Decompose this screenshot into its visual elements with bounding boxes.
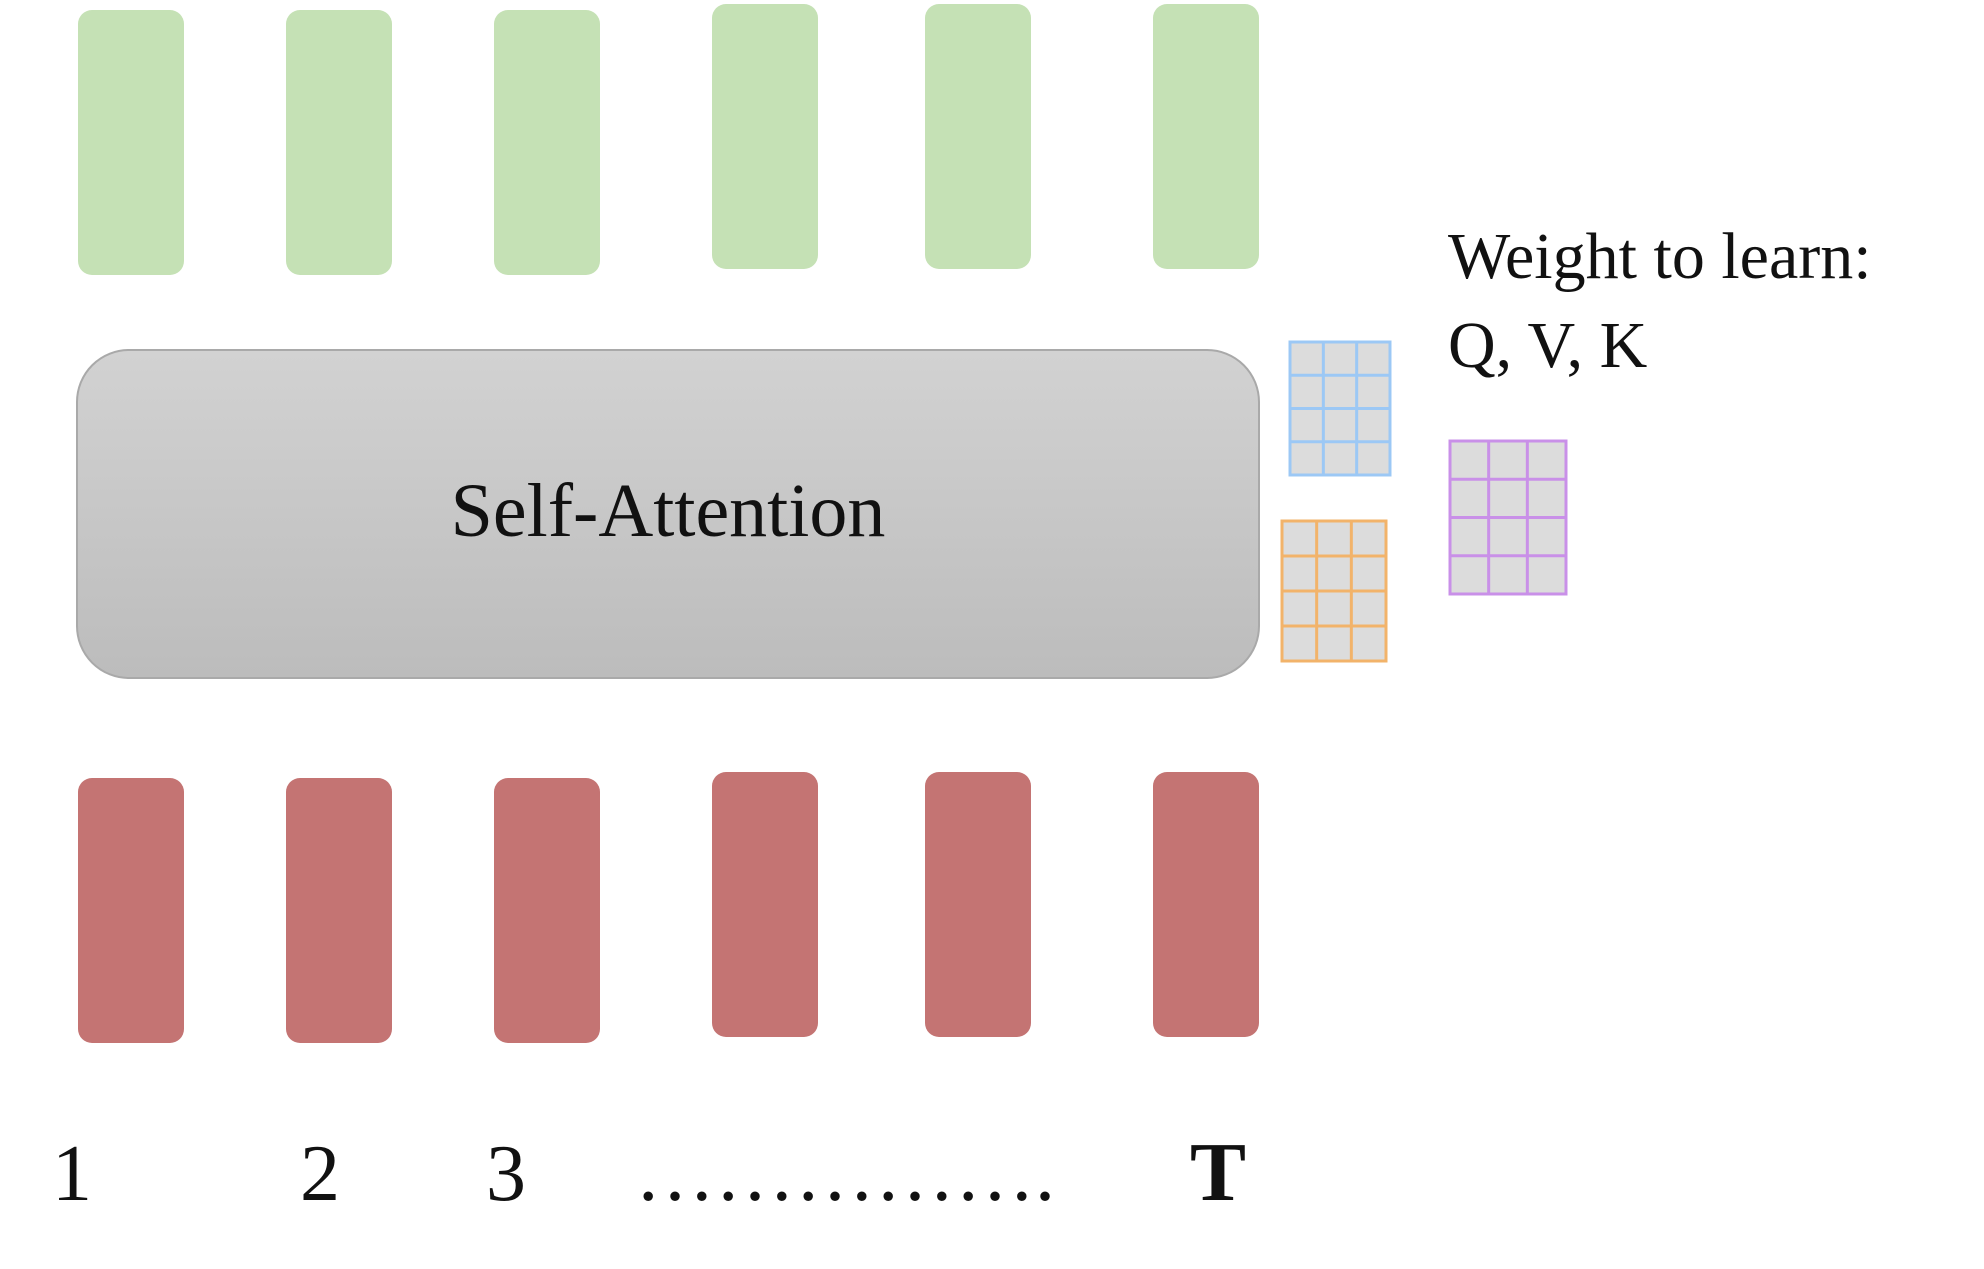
output-token-1 (78, 10, 184, 275)
output-token-5 (925, 4, 1031, 269)
position-ellipsis: ……………. (635, 1130, 1055, 1218)
input-token-5 (925, 772, 1031, 1037)
output-token-4 (712, 4, 818, 269)
self-attention-block: Self-Attention (76, 349, 1260, 679)
position-label-2: 2 (300, 1130, 340, 1218)
output-token-T (1153, 4, 1259, 269)
position-label-3: 3 (486, 1130, 526, 1218)
input-token-row (78, 772, 1259, 1043)
self-attention-box (76, 349, 1260, 679)
input-token-3 (494, 778, 600, 1043)
position-label-T: T (1190, 1126, 1246, 1219)
orange-matrix (1280, 519, 1388, 663)
input-token-2 (286, 778, 392, 1043)
position-label-1: 1 (52, 1130, 92, 1218)
input-token-T (1153, 772, 1259, 1037)
blue-matrix (1288, 340, 1392, 477)
output-token-3 (494, 10, 600, 275)
weight-caption-line1: Weight to learn: (1448, 220, 1872, 293)
weight-caption-line2: Q, V, K (1448, 309, 1647, 382)
position-labels: 1 2 3 ……………. T (52, 1126, 1246, 1219)
output-token-row (78, 4, 1259, 275)
purple-matrix (1448, 439, 1568, 596)
self-attention-label: Self-Attention (451, 469, 886, 553)
input-token-4 (712, 772, 818, 1037)
output-token-2 (286, 10, 392, 275)
input-token-1 (78, 778, 184, 1043)
